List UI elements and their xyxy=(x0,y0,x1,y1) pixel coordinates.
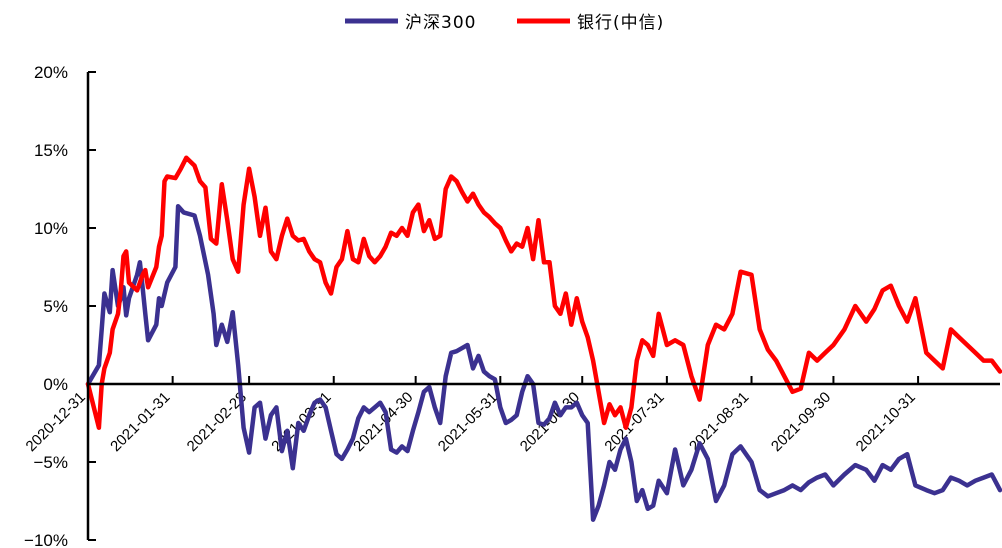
series-layer xyxy=(85,155,1002,522)
y-tick-label: 5% xyxy=(43,297,68,316)
series-line-2 xyxy=(85,155,1002,430)
y-tick-label: −10% xyxy=(24,531,68,548)
x-tick-label: 2021-04-30 xyxy=(350,389,416,455)
x-tick-label: 2021-06-30 xyxy=(517,389,583,455)
legend-label: 银行(中信) xyxy=(577,13,664,33)
legend-label: 沪深300 xyxy=(405,13,476,33)
series-line-1 xyxy=(85,203,1002,522)
x-axis-ticks: 2020-12-31 2021-01-31 2021-02-28 2021-03-31… xyxy=(23,376,920,455)
y-tick-label: 10% xyxy=(34,219,68,238)
y-tick-label: −5% xyxy=(34,453,69,472)
y-tick-label: 15% xyxy=(34,141,68,160)
x-tick-label: 2021-10-31 xyxy=(853,389,919,455)
y-tick-label: 0% xyxy=(43,375,68,394)
x-tick-label: 2020-12-31 xyxy=(23,389,89,455)
y-tick-label: 20% xyxy=(34,63,68,82)
y-axis-ticks: 20% 15% 10% 5% 0% −5% −10% xyxy=(24,63,96,548)
legend: 沪深300 银行(中信) xyxy=(345,13,664,33)
x-tick-label: 2021-01-31 xyxy=(107,389,173,455)
x-tick-label: 2021-09-30 xyxy=(768,389,834,455)
